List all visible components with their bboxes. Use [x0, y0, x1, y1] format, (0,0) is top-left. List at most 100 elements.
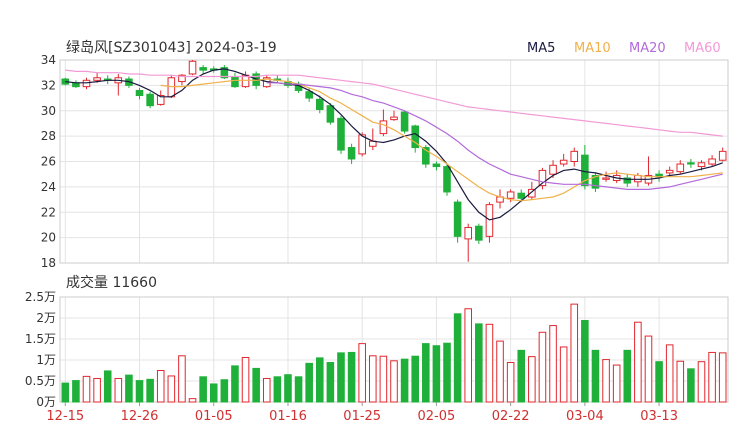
volume-bar [708, 351, 716, 403]
volume-bar [496, 340, 504, 403]
candle [687, 158, 695, 168]
candle-body [358, 134, 366, 155]
candle-body [464, 226, 473, 240]
candle [528, 181, 536, 200]
candle-body [443, 166, 451, 193]
date-label: 03-04 [566, 409, 604, 424]
candle-body [188, 60, 197, 75]
volume-bar [475, 323, 483, 403]
candle [337, 115, 345, 154]
price-tick-label: 20 [41, 231, 56, 245]
candle [156, 90, 165, 106]
volume-bar [506, 362, 515, 403]
legend-ma10: MA10 [574, 41, 611, 56]
volume-bar [125, 374, 133, 403]
volume-bar [146, 378, 154, 403]
candle [178, 73, 186, 86]
volume-tick-label: 0.5万 [25, 374, 56, 388]
volume-tick-label: 2万 [36, 311, 56, 325]
candle [570, 147, 579, 167]
candle-body [156, 95, 165, 105]
volume-bar [655, 361, 663, 403]
candle [400, 110, 409, 134]
volume-bar [464, 308, 473, 403]
candle [496, 189, 504, 209]
candle-body [506, 191, 515, 199]
volume-bar [252, 367, 260, 403]
volume-title: 成交量 11660 [66, 274, 157, 291]
volume-tick-label: 0万 [36, 395, 56, 409]
volume-bar [262, 377, 271, 403]
candle [464, 223, 473, 262]
candle [199, 65, 207, 74]
date-label: 01-16 [269, 409, 307, 424]
date-label: 02-22 [492, 409, 530, 424]
candle-body [697, 162, 706, 168]
price-tick-label: 26 [41, 155, 56, 169]
volume-bar [485, 323, 494, 403]
candle [453, 199, 462, 243]
candle-body [326, 105, 335, 123]
volume-bar [72, 380, 80, 403]
candle-body [347, 147, 356, 160]
volume-bar [199, 376, 207, 403]
candle [443, 164, 451, 196]
volume-bar [644, 335, 653, 403]
candle [315, 95, 324, 114]
price-tick-label: 30 [41, 104, 56, 118]
volume-bar [188, 398, 197, 403]
price-tick-label: 34 [41, 53, 56, 67]
candle [369, 128, 377, 151]
candle [655, 170, 663, 182]
date-label: 12-15 [46, 409, 84, 424]
candle-body [538, 169, 547, 187]
candle [326, 103, 335, 125]
candle [390, 110, 398, 121]
candle [623, 174, 632, 187]
candle [188, 60, 197, 76]
candle-body [93, 77, 101, 81]
volume-bar [687, 368, 695, 403]
candle [538, 167, 547, 190]
volume-bar [114, 377, 123, 403]
candle [602, 171, 610, 182]
volume-bar [156, 370, 165, 403]
volume-bar [135, 380, 144, 403]
candle-body [146, 93, 154, 107]
volume-bar [178, 355, 186, 403]
volume-bar [432, 345, 441, 403]
candle [591, 172, 600, 192]
candle [581, 145, 589, 190]
legend-ma5: MA5 [527, 41, 555, 56]
candle [72, 80, 80, 88]
price-frame [59, 59, 729, 264]
candle-body [167, 77, 176, 98]
volume-bar [294, 376, 303, 403]
candle [612, 170, 621, 184]
volume-bar [634, 321, 642, 403]
volume-bar [697, 361, 706, 403]
date-label: 12-26 [121, 409, 159, 424]
volume-bar [559, 346, 568, 403]
volume-bar [220, 379, 229, 403]
volume-bar [209, 383, 218, 403]
candle-body [305, 91, 313, 99]
date-label: 01-25 [343, 409, 381, 424]
volume-bar [623, 349, 632, 403]
volume-bar [676, 360, 685, 403]
volume-bar [369, 355, 377, 403]
volume-bar [612, 364, 621, 403]
ma-line-ma10 [160, 78, 723, 202]
volume-bar [390, 360, 398, 403]
volume-bar [241, 356, 250, 403]
volume-bar [273, 376, 282, 403]
volume-bar [305, 362, 313, 403]
candle-body [634, 174, 642, 183]
volume-bar [400, 358, 409, 403]
candle-body [591, 174, 600, 189]
volume-bar [443, 342, 451, 403]
candle [559, 153, 568, 167]
candle [379, 109, 388, 137]
volume-bar [665, 344, 674, 403]
